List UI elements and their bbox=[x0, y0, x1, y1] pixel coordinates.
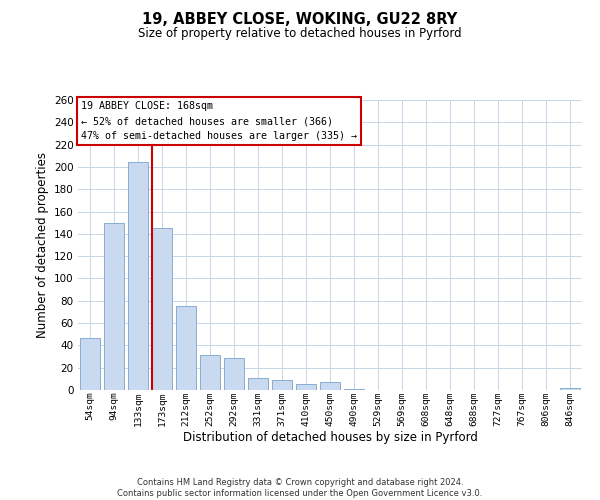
Text: Size of property relative to detached houses in Pyrford: Size of property relative to detached ho… bbox=[138, 28, 462, 40]
Y-axis label: Number of detached properties: Number of detached properties bbox=[35, 152, 49, 338]
Bar bbox=[104, 222, 124, 390]
Bar bbox=[80, 338, 100, 390]
Bar bbox=[176, 306, 196, 390]
Bar bbox=[248, 378, 268, 390]
Text: 19, ABBEY CLOSE, WOKING, GU22 8RY: 19, ABBEY CLOSE, WOKING, GU22 8RY bbox=[142, 12, 458, 28]
Bar bbox=[344, 389, 364, 390]
Text: 19 ABBEY CLOSE: 168sqm
← 52% of detached houses are smaller (366)
47% of semi-de: 19 ABBEY CLOSE: 168sqm ← 52% of detached… bbox=[80, 102, 356, 141]
Text: Contains HM Land Registry data © Crown copyright and database right 2024.
Contai: Contains HM Land Registry data © Crown c… bbox=[118, 478, 482, 498]
Bar bbox=[296, 384, 316, 390]
Bar bbox=[152, 228, 172, 390]
Bar bbox=[272, 380, 292, 390]
Bar bbox=[560, 388, 580, 390]
X-axis label: Distribution of detached houses by size in Pyrford: Distribution of detached houses by size … bbox=[182, 432, 478, 444]
Bar bbox=[200, 356, 220, 390]
Bar bbox=[128, 162, 148, 390]
Bar bbox=[320, 382, 340, 390]
Bar bbox=[224, 358, 244, 390]
